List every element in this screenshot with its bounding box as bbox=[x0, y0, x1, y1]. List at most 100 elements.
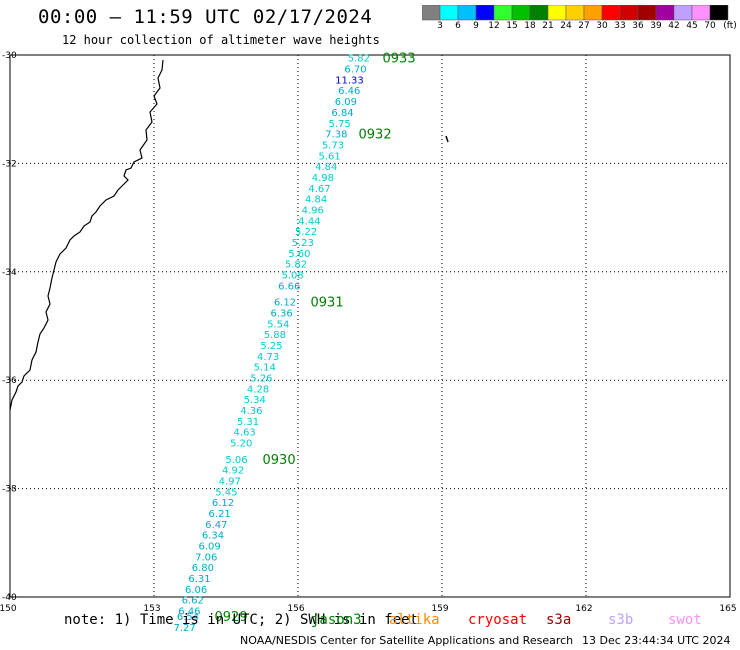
wave-height-label: 5.14 bbox=[254, 363, 276, 374]
lat-tick-label: -30 bbox=[2, 51, 17, 61]
wave-height-label: 5.34 bbox=[244, 395, 266, 406]
wave-height-label: 5.75 bbox=[329, 119, 351, 130]
time-label: 0933 bbox=[383, 52, 416, 67]
time-label: 0931 bbox=[311, 296, 344, 311]
wave-height-label: 5.73 bbox=[322, 140, 344, 151]
legend-item-s3b: s3b bbox=[608, 612, 634, 628]
map-subtitle: 12 hour collection of altimeter wave hei… bbox=[62, 33, 380, 47]
color-scale-label: 9 bbox=[473, 21, 479, 31]
color-scale-label: 24 bbox=[560, 21, 572, 31]
wave-height-label: 6.12 bbox=[274, 298, 296, 309]
color-scale-label: 27 bbox=[578, 21, 590, 31]
wave-height-label: 6.12 bbox=[212, 498, 234, 509]
color-scale-bar bbox=[422, 5, 729, 21]
wave-height-label: 6.06 bbox=[185, 585, 207, 596]
wave-height-label: 6.46 bbox=[178, 607, 200, 618]
wave-height-label: 5.60 bbox=[288, 249, 310, 260]
lon-tick-label: 156 bbox=[287, 604, 304, 614]
wave-height-label: 5.82 bbox=[285, 260, 307, 271]
time-label: 0930 bbox=[263, 453, 296, 468]
color-scale-label: 39 bbox=[650, 21, 662, 31]
wave-height-label: 7.06 bbox=[195, 552, 217, 563]
wave-height-label: 7.38 bbox=[325, 130, 347, 141]
wave-height-label: 6.84 bbox=[331, 108, 353, 119]
wave-height-label: 4.92 bbox=[222, 466, 244, 477]
island-mark bbox=[445, 135, 449, 143]
wave-height-label: 5.61 bbox=[318, 151, 340, 162]
wave-height-label: 5.06 bbox=[225, 455, 247, 466]
lat-tick-label: -38 bbox=[2, 485, 17, 495]
color-scale-label: 30 bbox=[596, 21, 608, 31]
color-scale-unit: (ft) bbox=[723, 21, 737, 31]
wave-height-label: 5.45 bbox=[215, 487, 237, 498]
wave-height-label: 5.54 bbox=[267, 319, 289, 330]
map-title: 00:00 – 11:59 UTC 02/17/2024 bbox=[38, 6, 373, 28]
color-scale-label: 15 bbox=[506, 21, 518, 31]
color-scale-label: 12 bbox=[488, 21, 500, 31]
wave-height-label: 5.22 bbox=[295, 227, 317, 238]
wave-height-label: 6.66 bbox=[278, 281, 300, 292]
color-scale-label: 42 bbox=[668, 21, 680, 31]
lon-tick-label: 165 bbox=[719, 604, 736, 614]
legend-item-altika: altika bbox=[389, 612, 440, 628]
time-label: 0929 bbox=[215, 610, 248, 625]
color-scale-label: 36 bbox=[632, 21, 644, 31]
map-frame bbox=[9, 54, 731, 598]
graticule: 150 153 156 159 162 165 -30 -32 -34 -36 -38 -40 bbox=[0, 51, 737, 614]
lat-tick-label: -34 bbox=[2, 268, 17, 278]
legend-item-swot: swot bbox=[668, 612, 702, 628]
color-scale-label: 21 bbox=[542, 21, 554, 31]
time-label: 0932 bbox=[359, 128, 392, 143]
lon-tick-label: 162 bbox=[575, 604, 592, 614]
wave-height-label: 7.27 bbox=[173, 623, 195, 634]
color-scale-label: 33 bbox=[614, 21, 626, 31]
wave-height-label: 4.96 bbox=[302, 205, 324, 216]
wave-height-label: 6.09 bbox=[198, 542, 220, 553]
color-scale-label: 6 bbox=[455, 21, 461, 31]
wave-height-label: 4.36 bbox=[240, 406, 262, 417]
wave-height-label: 6.09 bbox=[335, 97, 357, 108]
lon-tick-label: 159 bbox=[431, 604, 448, 614]
lat-tick-label: -40 bbox=[2, 593, 17, 603]
wave-height-label: 6.21 bbox=[209, 509, 231, 520]
wave-height-label: 4.98 bbox=[312, 173, 334, 184]
color-scale-label: 18 bbox=[524, 21, 536, 31]
lat-tick-label: -36 bbox=[2, 376, 17, 386]
wave-height-label: 4.84 bbox=[305, 195, 327, 206]
lon-tick-label: 150 bbox=[0, 604, 17, 614]
wave-height-label: 4.44 bbox=[298, 216, 320, 227]
wave-height-label: 5.25 bbox=[260, 341, 282, 352]
wave-height-label: 11.33 bbox=[335, 75, 364, 86]
legend-item-s3a: s3a bbox=[546, 612, 572, 628]
wave-height-label: 5.20 bbox=[230, 439, 252, 450]
units-note: note: 1) Time is in UTC; 2) SWH is in fe… bbox=[64, 612, 419, 628]
wave-height-label: 6.46 bbox=[338, 86, 360, 97]
wave-height-label: 4.84 bbox=[315, 162, 337, 173]
wave-height-label: 5.08 bbox=[281, 271, 303, 282]
wave-height-label: 5.82 bbox=[348, 54, 370, 65]
color-scale-label: 70 bbox=[704, 21, 716, 31]
wave-height-label: 6.47 bbox=[205, 520, 227, 531]
wave-height-label: 6.70 bbox=[344, 65, 366, 76]
lat-tick-label: -32 bbox=[2, 159, 17, 169]
altimeter-track: 5.826.7011.336.466.096.845.757.385.735.6… bbox=[173, 54, 370, 634]
wave-height-label: 6.31 bbox=[188, 574, 210, 585]
color-swatch bbox=[709, 5, 729, 21]
legend-item-cryosat: cryosat bbox=[468, 612, 528, 628]
wave-height-label: 5.88 bbox=[264, 330, 286, 341]
wave-height-label: 4.67 bbox=[308, 184, 330, 195]
color-scale-label: 45 bbox=[686, 21, 698, 31]
coastline bbox=[9, 59, 164, 411]
wave-height-label: 5.23 bbox=[292, 238, 314, 249]
color-scale-labels: 3 6 9 12 15 18 21 24 27 30 33 36 39 42 45 70 (ft) bbox=[420, 21, 740, 35]
color-scale-label: 3 bbox=[437, 21, 443, 31]
wave-height-label: 6.80 bbox=[192, 563, 214, 574]
wave-height-label: 4.63 bbox=[233, 428, 255, 439]
wave-height-label: 6.54 bbox=[177, 612, 199, 623]
track-time-labels: 0933 0932 0931 0930 0929 bbox=[215, 52, 416, 625]
wave-height-label: 6.62 bbox=[182, 596, 204, 607]
wave-height-label: 4.97 bbox=[219, 476, 241, 487]
wave-height-label: 4.73 bbox=[257, 352, 279, 363]
wave-height-label: 5.31 bbox=[237, 417, 259, 428]
